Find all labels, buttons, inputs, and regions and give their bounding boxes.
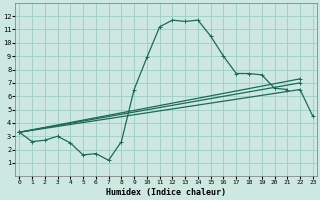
X-axis label: Humidex (Indice chaleur): Humidex (Indice chaleur) — [106, 188, 226, 197]
